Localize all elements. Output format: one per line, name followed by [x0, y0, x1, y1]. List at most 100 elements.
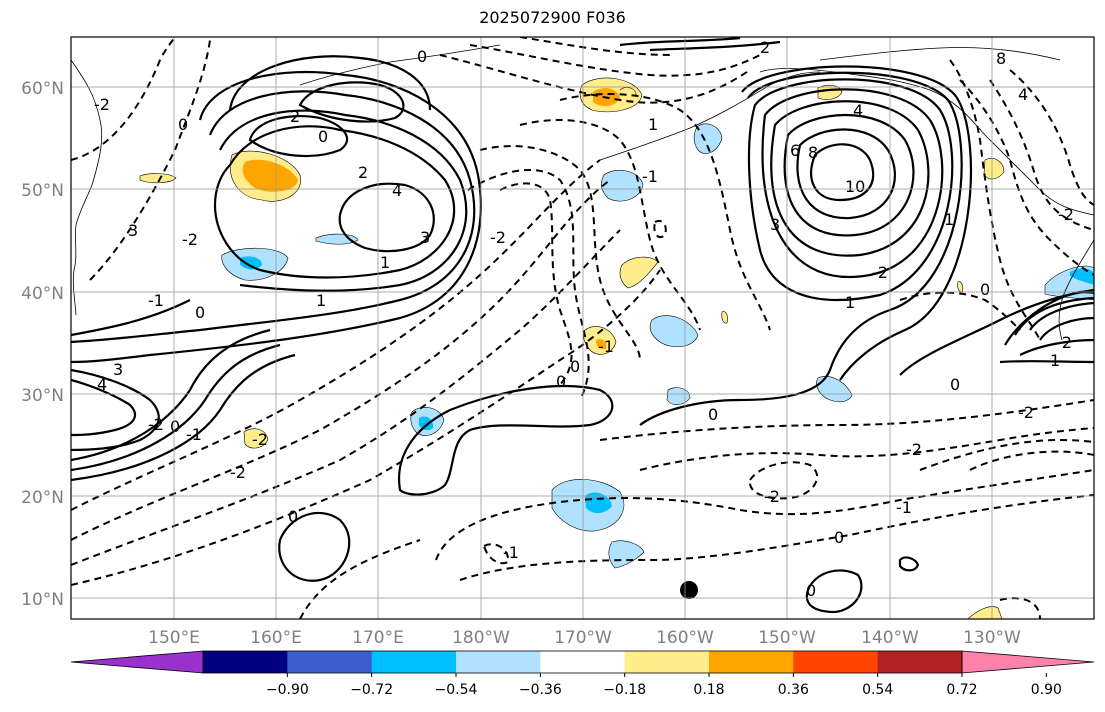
contour-solid — [219, 109, 468, 292]
contour-dashed — [479, 145, 641, 361]
contour-label: 6 — [790, 141, 800, 160]
contour-label: -2 — [1058, 205, 1074, 224]
contour-solid — [783, 114, 915, 237]
contour-labels: 0 2 4 6 8 10 4 2 0 2 3 1 1 0 3 4 -1 3 -2… — [94, 38, 1074, 600]
contour-label: 4 — [853, 101, 863, 120]
contour-label: 4 — [392, 181, 402, 200]
contour-dashed — [999, 597, 1041, 619]
shade-yellow-patch — [619, 87, 637, 96]
contour-label: -1 — [896, 498, 912, 517]
contour-dashed — [499, 182, 573, 386]
lon-label: 160°W — [656, 628, 714, 648]
contour-dashed — [71, 159, 601, 511]
contour-label: 1 — [380, 253, 390, 272]
colorbar-tick-label: 0.90 — [1031, 682, 1062, 698]
colorbar-segment — [456, 651, 541, 673]
lon-label: 170°E — [352, 628, 404, 648]
contour-label: 3 — [420, 228, 430, 247]
contour-label: 0 — [570, 357, 580, 376]
colorbar-tick-label: −0.54 — [435, 682, 478, 698]
contour-solid — [71, 328, 271, 462]
contour-dashed — [989, 79, 1094, 231]
contour-solid — [747, 78, 954, 302]
contour-label: 0 — [288, 507, 298, 526]
contour-dashed — [653, 219, 667, 239]
colorbar-tick-label: 0.72 — [946, 682, 977, 698]
contour-solid — [619, 37, 741, 47]
contour-label: -2 — [1056, 333, 1072, 352]
contour-solid — [248, 114, 348, 158]
contour-dashed — [469, 44, 761, 77]
contour-label: 0 — [556, 372, 566, 391]
contour-label: -2 — [906, 440, 922, 459]
colorbar-segment — [624, 651, 710, 673]
colorbar-segment — [877, 651, 963, 673]
contour-dashed — [959, 79, 1094, 276]
colorbar: −0.90 −0.72 −0.54 −0.36 −0.18 0.18 0.36 0.54 0.7… — [70, 650, 1095, 698]
lon-axis-labels: 150°E 160°E 170°E 180°W 170°W 160°W 150°… — [148, 628, 1021, 648]
gridlines — [71, 37, 1094, 619]
location-marker — [680, 581, 698, 599]
contour-solid — [898, 556, 920, 572]
contour-solid — [741, 65, 973, 381]
contour-solid — [761, 88, 944, 278]
contour-solid — [298, 81, 405, 123]
contour-solid — [278, 511, 351, 582]
colorbar-segment — [709, 651, 794, 673]
shade-lightblue-patch — [315, 233, 359, 245]
contour-label: -2 — [94, 95, 110, 114]
contour-dashed — [949, 59, 1041, 341]
colorbar-tick-label: 0.54 — [862, 682, 893, 698]
colorbar-segment — [371, 651, 457, 673]
coastline-kamchatka — [71, 59, 103, 316]
contour-label: 0 — [980, 280, 990, 299]
contour-solid — [805, 569, 863, 614]
dashed-contours — [71, 37, 1094, 619]
contour-dashed — [71, 37, 176, 161]
colorbar-segment — [203, 651, 288, 673]
contour-label: 1 — [944, 210, 954, 229]
lon-label: 150°E — [148, 628, 200, 648]
contour-label: 1 — [1050, 351, 1060, 370]
contour-label: -1 — [503, 543, 519, 562]
contour-label: 4 — [1018, 85, 1028, 104]
plot-frame — [70, 36, 1095, 620]
contour-label: 0 — [318, 127, 328, 146]
colorbar-tick-label: −0.18 — [603, 682, 646, 698]
colorbar-tick-label: 0.36 — [778, 682, 809, 698]
contour-dashed — [639, 427, 1094, 471]
lon-label: 130°W — [963, 628, 1021, 648]
contour-label: 1 — [316, 291, 326, 310]
contour-label: 1 — [648, 115, 658, 134]
contour-label: 2 — [290, 107, 300, 126]
coastline-siberia — [299, 44, 501, 86]
contour-label: 1 — [845, 293, 855, 312]
contour-dashed — [919, 438, 1094, 471]
map-layers: 0 2 4 6 8 10 4 2 0 2 3 1 1 0 3 4 -1 3 -2… — [71, 37, 1094, 619]
colorbar-tick-label: −0.90 — [266, 682, 309, 698]
shade-blue-patch — [585, 492, 612, 514]
colorbar-extend-min — [70, 650, 204, 674]
colorbar-segment — [287, 651, 373, 673]
contour-label: -2 — [148, 415, 164, 434]
shade-blue-patch — [1070, 268, 1094, 285]
contour-label: 3 — [770, 215, 780, 234]
contour-dashed — [899, 291, 1021, 331]
contour-label: -1 — [148, 291, 164, 310]
map-title: 2025072900 F036 — [479, 8, 626, 27]
contour-solid — [228, 55, 432, 111]
contour-label: 8 — [996, 49, 1006, 68]
lon-label: 180°W — [452, 628, 510, 648]
contour-dashed — [467, 169, 590, 401]
contour-label: -2 — [1018, 403, 1034, 422]
contour-solid — [338, 182, 435, 253]
contour-solid — [1029, 301, 1094, 331]
contour-solid — [1019, 338, 1094, 356]
contour-label: 0 — [834, 528, 844, 547]
contour-solid — [71, 378, 137, 437]
colorbar-outline — [202, 650, 963, 674]
shade-yellow-patch — [243, 428, 269, 449]
contour-label: 2 — [760, 38, 770, 57]
colorbar-tick-label: −0.72 — [350, 682, 393, 698]
contour-dashed — [71, 229, 621, 566]
